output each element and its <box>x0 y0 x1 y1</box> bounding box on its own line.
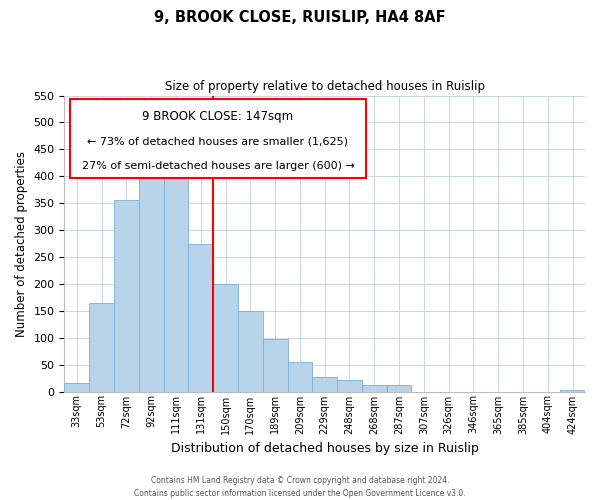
Text: 9 BROOK CLOSE: 147sqm: 9 BROOK CLOSE: 147sqm <box>142 110 293 124</box>
Bar <box>139 163 164 392</box>
Bar <box>238 311 263 392</box>
Text: Contains HM Land Registry data © Crown copyright and database right 2024.
Contai: Contains HM Land Registry data © Crown c… <box>134 476 466 498</box>
Bar <box>164 163 188 392</box>
Bar <box>188 244 213 392</box>
Y-axis label: Number of detached properties: Number of detached properties <box>15 150 28 336</box>
Bar <box>263 340 287 392</box>
Bar <box>386 384 412 392</box>
Title: Size of property relative to detached houses in Ruislip: Size of property relative to detached ho… <box>165 80 485 93</box>
Text: 27% of semi-detached houses are larger (600) →: 27% of semi-detached houses are larger (… <box>82 160 355 170</box>
Bar <box>64 384 89 392</box>
Bar <box>313 377 337 392</box>
Bar <box>337 380 362 392</box>
FancyBboxPatch shape <box>70 98 367 178</box>
Bar <box>560 390 585 392</box>
Text: ← 73% of detached houses are smaller (1,625): ← 73% of detached houses are smaller (1,… <box>88 137 349 147</box>
Bar <box>114 200 139 392</box>
Bar <box>287 362 313 392</box>
Bar <box>362 384 386 392</box>
Text: 9, BROOK CLOSE, RUISLIP, HA4 8AF: 9, BROOK CLOSE, RUISLIP, HA4 8AF <box>154 10 446 25</box>
Bar <box>213 284 238 392</box>
X-axis label: Distribution of detached houses by size in Ruislip: Distribution of detached houses by size … <box>171 442 479 455</box>
Bar <box>89 302 114 392</box>
